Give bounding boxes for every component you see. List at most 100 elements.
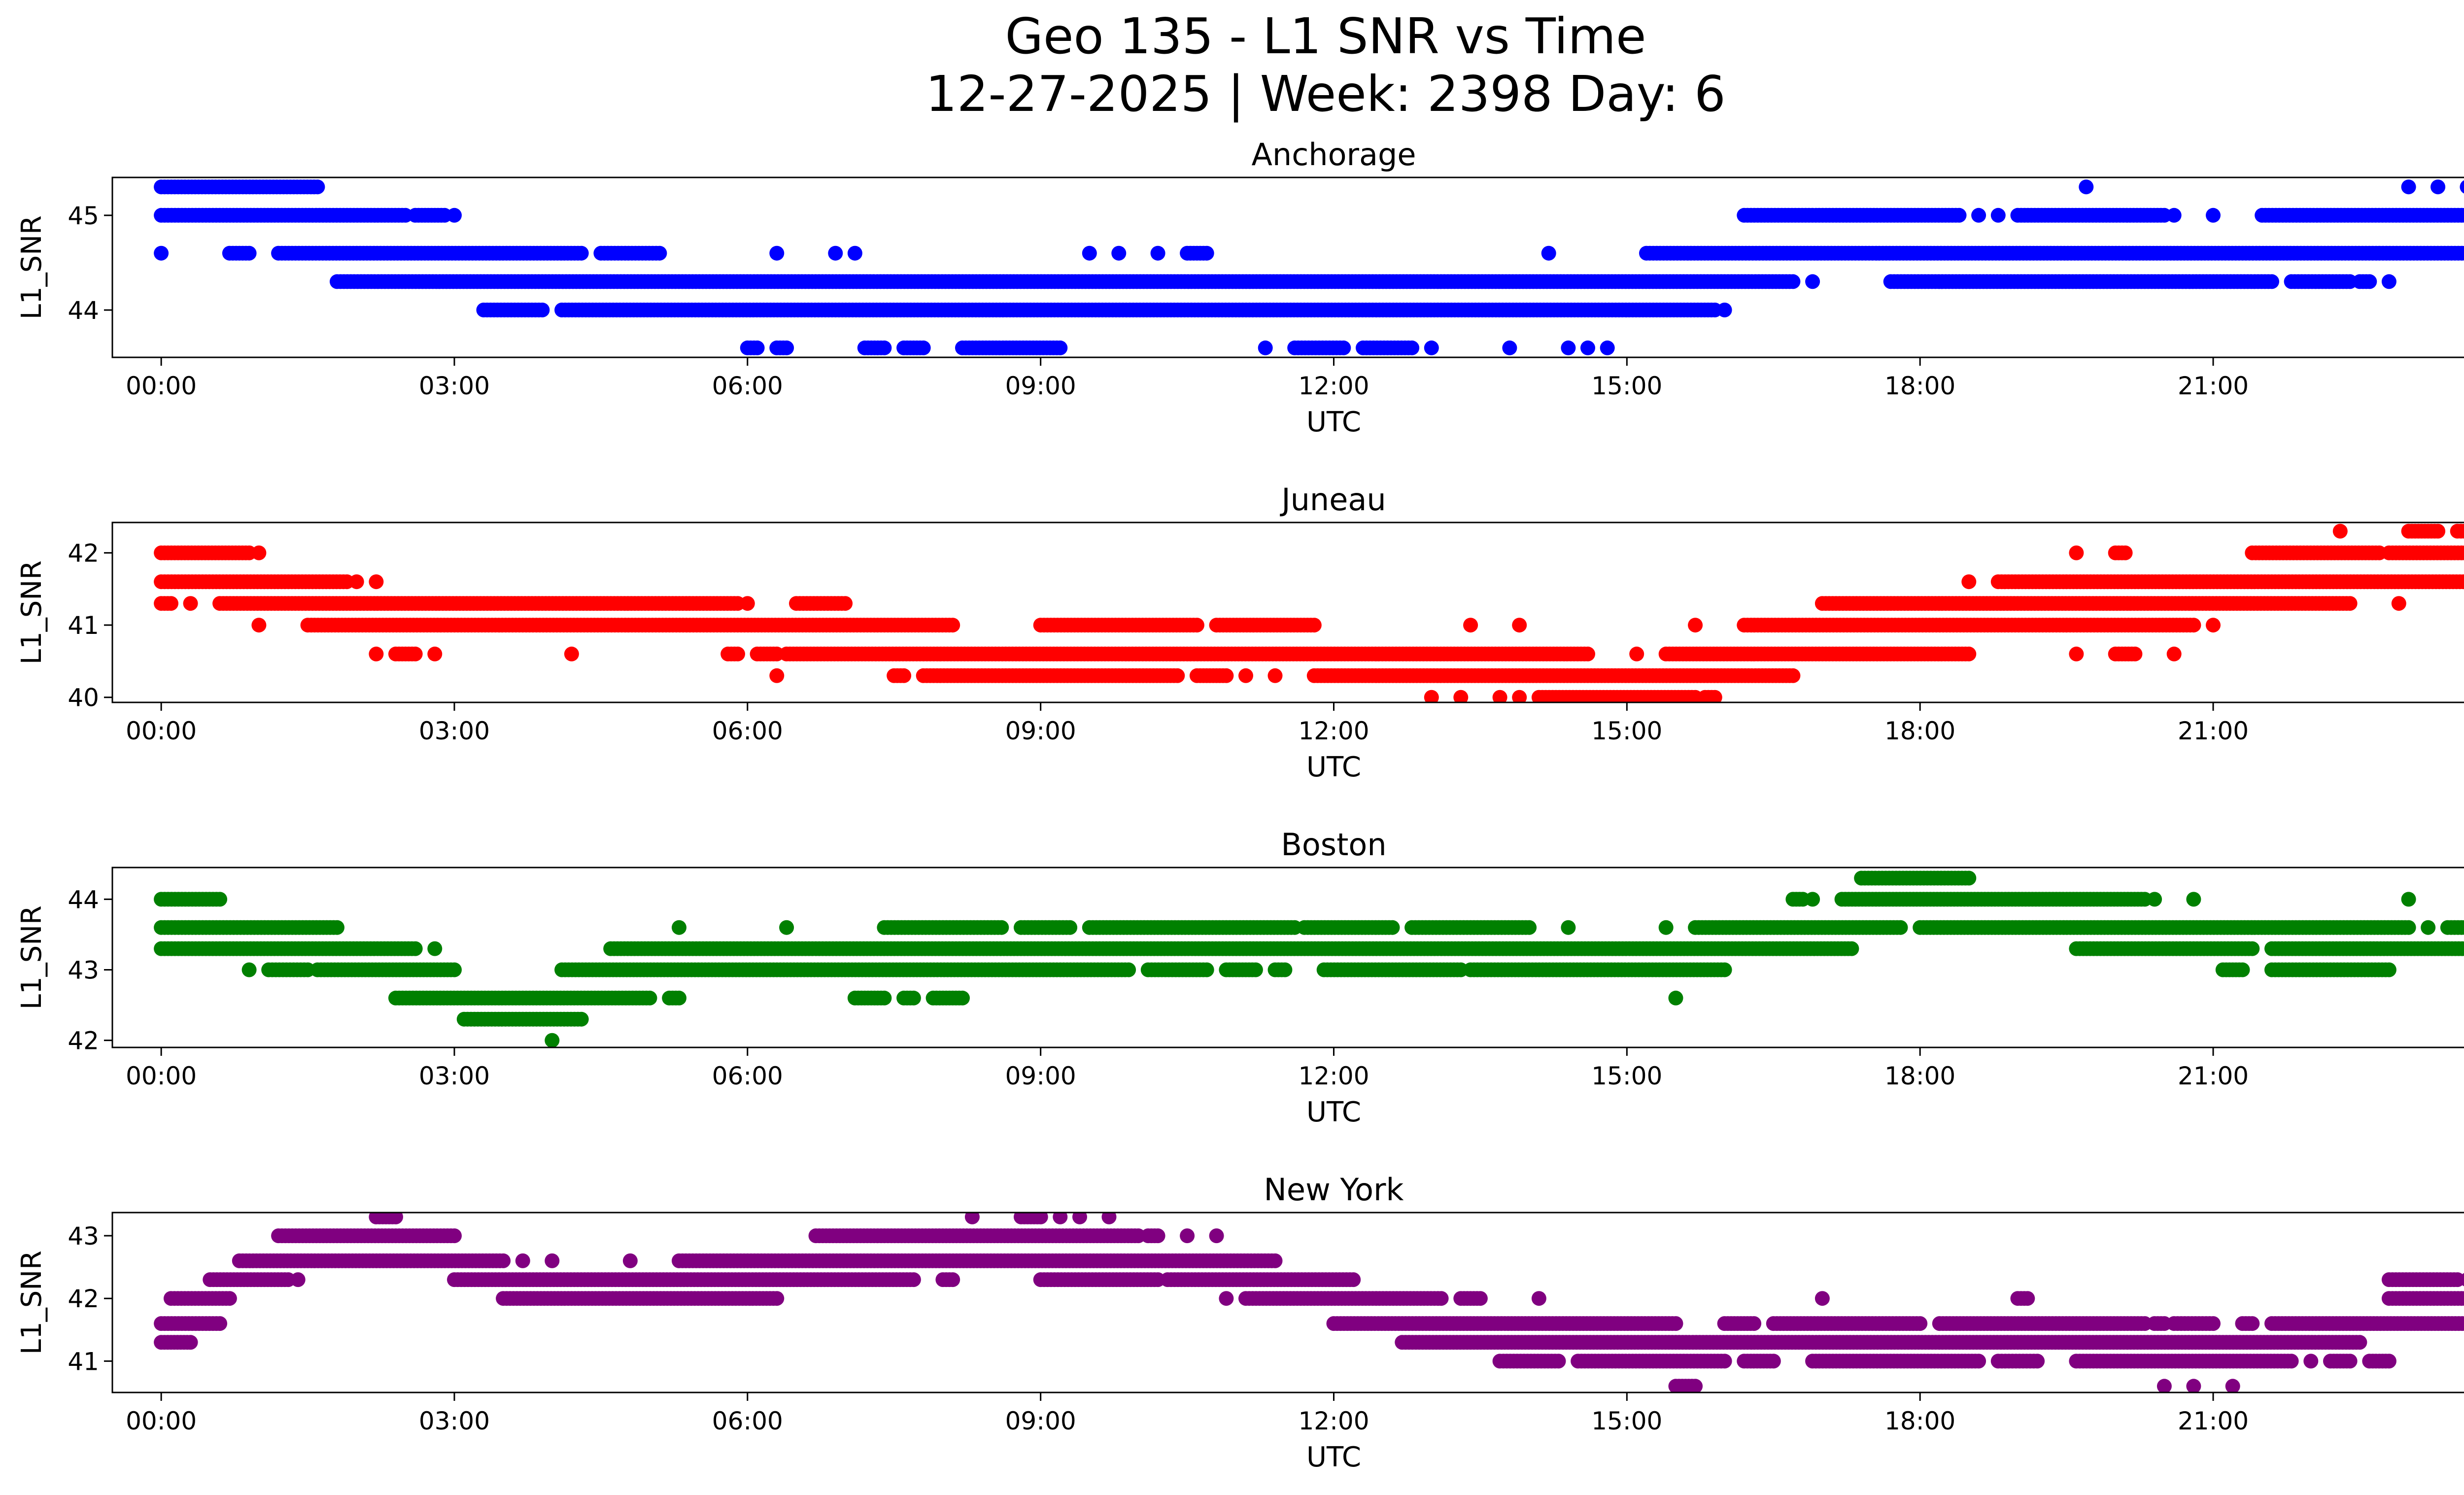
- anchorage-data-point: [2381, 274, 2396, 289]
- juneau-x-tick-label: 21:00: [2178, 717, 2249, 745]
- anchorage-data-point: [1404, 340, 1420, 355]
- anchorage-data-point: [1805, 274, 1820, 289]
- juneau-data-point: [2342, 596, 2358, 611]
- juneau-data-point: [1306, 618, 1322, 633]
- anchorage-x-tick-label: 21:00: [2178, 372, 2249, 400]
- anchorage-data-point: [2430, 179, 2446, 195]
- boston-data-point: [672, 920, 686, 935]
- anchorage-data-point: [847, 245, 862, 261]
- juneau-y-axis-label: L1_SNR: [16, 560, 48, 664]
- figure-title-line2: 12-27-2025 | Week: 2398 Day: 6: [925, 65, 1725, 123]
- boston-data-point: [2461, 921, 2464, 934]
- juneau-data-point: [1785, 668, 1801, 683]
- anchorage-data-point: [1502, 340, 1517, 355]
- anchorage-data-point: [1600, 340, 1615, 355]
- anchorage-data-point: [241, 245, 257, 261]
- juneau-data-point: [564, 646, 579, 661]
- anchorage-title: Anchorage: [1251, 137, 1416, 173]
- boston-data-point: [1248, 962, 1263, 977]
- boston-data-point: [1199, 962, 1214, 977]
- anchorage-data-point: [877, 340, 892, 355]
- anchorage-data-point: [447, 208, 462, 223]
- anchorage-data-point: [2079, 179, 2094, 195]
- anchorage-x-tick-label: 18:00: [1884, 372, 1955, 400]
- juneau-x-tick-label: 15:00: [1591, 717, 1662, 745]
- anchorage-data-point: [1717, 302, 1732, 317]
- boston-data-point: [408, 941, 423, 956]
- boston-data-point: [1385, 920, 1400, 935]
- juneau-x-tick-label: 03:00: [419, 717, 490, 745]
- anchorage-data-point: [1785, 274, 1801, 289]
- juneau-x-tick-label: 12:00: [1298, 717, 1369, 745]
- boston-data-point: [2401, 892, 2416, 907]
- anchorage-data-point: [1971, 208, 1986, 223]
- boston-data-point: [779, 920, 794, 935]
- anchorage-data-point: [2166, 208, 2182, 223]
- boston-data-point: [212, 892, 228, 907]
- juneau-data-point: [427, 646, 443, 661]
- juneau-data-point: [769, 668, 785, 683]
- anchorage-data-point: [1561, 340, 1576, 355]
- juneau-data-point: [1463, 618, 1478, 633]
- juneau-data-point: [2186, 618, 2201, 633]
- juneau-y-tick-label: 42: [68, 539, 99, 568]
- juneau-data-point: [408, 646, 423, 661]
- juneau-data-point: [2206, 618, 2221, 633]
- juneau-x-tick-label: 00:00: [126, 717, 197, 745]
- anchorage-data-point: [1990, 208, 2006, 223]
- anchorage-data-point: [535, 302, 550, 317]
- juneau-x-tick-label: 09:00: [1005, 717, 1076, 745]
- boston-data-point: [1561, 920, 1576, 935]
- juneau-data-point: [2166, 646, 2182, 661]
- juneau-data-point: [2461, 547, 2464, 559]
- juneau-data-point: [1512, 690, 1527, 702]
- boston-data-point: [994, 920, 1009, 935]
- anchorage-data-point: [2461, 247, 2464, 259]
- juneau-data-point: [1707, 690, 1722, 702]
- boston-data-point: [447, 962, 462, 977]
- juneau-x-tick-label: 06:00: [712, 717, 783, 745]
- anchorage-data-point: [574, 245, 589, 261]
- boston-data-point: [2186, 892, 2201, 907]
- juneau-data-point: [164, 596, 178, 611]
- anchorage-y-tick-label: 44: [68, 296, 99, 325]
- anchorage-data-point: [2401, 179, 2416, 195]
- juneau-data-point: [2430, 523, 2446, 539]
- juneau-data-point: [838, 596, 853, 611]
- juneau-data-point: [1424, 690, 1439, 702]
- juneau-data-point: [1219, 668, 1234, 683]
- anchorage-x-tick-label: 00:00: [126, 372, 197, 400]
- anchorage-data-point: [2461, 209, 2464, 221]
- anchorage-data-point: [1951, 208, 1967, 223]
- anchorage-data-point: [1258, 340, 1273, 355]
- juneau-data-point: [1512, 618, 1527, 633]
- anchorage-data-point: [1541, 245, 1556, 261]
- boston-data-point: [2462, 943, 2464, 954]
- boston-data-point: [2421, 920, 2436, 935]
- panel-juneau: Juneau 00:00 03:00 06:00 09:00 12:00 15:00 18:0…: [16, 482, 2464, 783]
- boston-data-point: [427, 941, 443, 956]
- anchorage-data-point: [154, 245, 169, 261]
- juneau-data-point: [251, 618, 267, 633]
- anchorage-x-tick-label: 09:00: [1005, 372, 1076, 400]
- juneau-data-point: [1189, 618, 1204, 633]
- juneau-x-tick-label: 18:00: [1884, 717, 1955, 745]
- juneau-data-point: [349, 574, 364, 590]
- anchorage-data-point: [1053, 340, 1068, 355]
- juneau-data-point: [1580, 646, 1595, 661]
- juneau-data-point: [730, 646, 745, 661]
- boston-data-point: [1805, 892, 1820, 907]
- juneau-title: Juneau: [1279, 482, 1386, 518]
- boston-data-point: [2245, 941, 2260, 956]
- anchorage-x-axis-label: UTC: [1306, 406, 1361, 438]
- juneau-data-point: [251, 545, 267, 560]
- anchorage-data-point: [2362, 274, 2377, 289]
- juneau-data-point: [2332, 523, 2348, 539]
- anchorage-data-point: [1111, 245, 1127, 261]
- juneau-data-point: [2391, 596, 2406, 611]
- juneau-data-point: [1961, 646, 1977, 661]
- anchorage-points: [154, 179, 2464, 355]
